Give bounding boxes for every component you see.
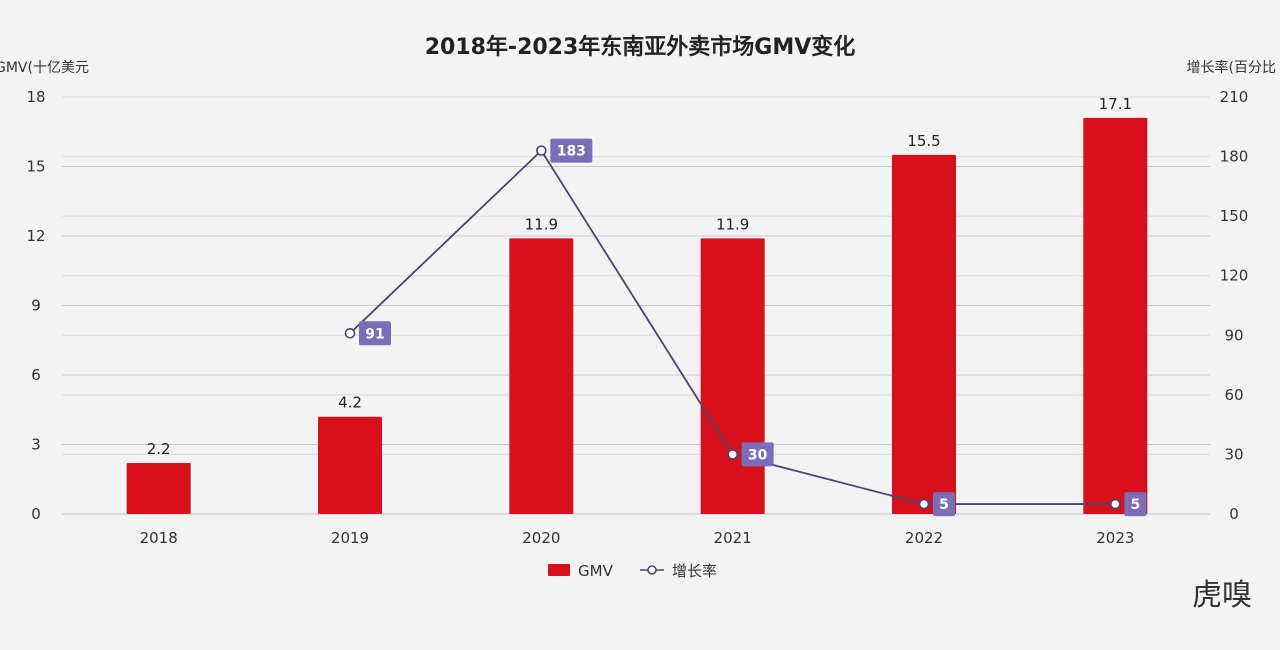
left-tick-label: 18 xyxy=(26,88,45,106)
x-tick-label: 2022 xyxy=(905,529,943,547)
right-tick-label: 0 xyxy=(1229,505,1239,523)
x-tick-label: 2023 xyxy=(1096,529,1134,547)
left-tick-label: 15 xyxy=(26,158,45,176)
gmv-bar-value: 11.9 xyxy=(525,215,558,233)
watermark-logo: 虎嗅 xyxy=(1192,578,1252,613)
x-axis-ticks: 2018 2019 2020 2021 2022 2023 xyxy=(140,529,1135,547)
gmv-bar xyxy=(126,463,191,514)
x-tick-label: 2021 xyxy=(714,529,752,547)
growth-rate-label-box xyxy=(933,492,955,517)
left-tick-label: 9 xyxy=(31,297,41,315)
chart-title: 2018年-2023年东南亚外卖市场GMV变化 xyxy=(425,34,856,60)
growth-rate-line: 91 183 30 5 5 xyxy=(344,138,1147,517)
growth-rate-value: 91 xyxy=(365,326,384,342)
left-axis-ticks: 0 3 6 9 12 15 18 xyxy=(26,88,45,523)
growth-rate-point xyxy=(1110,498,1121,510)
growth-rate-point xyxy=(536,145,547,156)
right-tick-label: 60 xyxy=(1224,386,1243,404)
left-tick-label: 6 xyxy=(31,366,41,384)
legend-gmv-label: GMV xyxy=(578,562,614,580)
growth-rate-label-box xyxy=(550,138,593,163)
growth-rate-label-box xyxy=(741,442,774,467)
gmv-bar-value: 17.1 xyxy=(1099,95,1132,113)
right-tick-label: 90 xyxy=(1224,326,1243,344)
growth-rate-label-box xyxy=(1124,492,1147,517)
left-tick-label: 3 xyxy=(31,436,41,454)
gmv-bar xyxy=(1083,117,1148,514)
growth-rate-value: 183 xyxy=(557,144,586,160)
x-tick-label: 2018 xyxy=(140,529,178,547)
gmv-bar xyxy=(318,416,382,514)
growth-rate-point xyxy=(344,327,356,339)
gmv-bar-value: 15.5 xyxy=(907,132,940,150)
x-tick-label: 2020 xyxy=(522,529,560,547)
right-tick-label: 30 xyxy=(1224,445,1243,463)
x-tick-label: 2019 xyxy=(331,529,369,547)
right-tick-label: 150 xyxy=(1220,207,1249,225)
growth-rate-value: 5 xyxy=(1130,497,1140,513)
right-tick-label: 120 xyxy=(1220,267,1249,285)
growth-rate-label-box xyxy=(359,321,391,346)
gmv-bar xyxy=(892,154,956,514)
left-tick-label: 12 xyxy=(26,227,45,245)
gmv-bar xyxy=(700,238,765,515)
left-tick-label: 0 xyxy=(31,505,41,523)
gmv-bar-value: 4.2 xyxy=(338,394,362,412)
right-axis-title: 增长率(百分比 xyxy=(1187,59,1276,76)
growth-rate-value: 30 xyxy=(748,447,768,463)
growth-rate-point xyxy=(727,449,738,460)
gmv-bar-value: 11.9 xyxy=(716,215,749,233)
gridlines xyxy=(62,96,1210,515)
legend: GMV 增长率 xyxy=(548,562,717,580)
growth-rate-point xyxy=(918,498,930,510)
gmv-bar xyxy=(509,238,574,515)
legend-gmv-swatch xyxy=(548,564,570,576)
legend-rate-marker xyxy=(647,565,657,575)
left-axis-title: GMV(十亿美元 xyxy=(0,60,89,76)
right-axis-ticks: 0 30 60 90 120 150 180 210 xyxy=(1220,88,1249,523)
right-tick-label: 210 xyxy=(1220,88,1249,106)
gmv-bar-labels: 2.2 4.2 11.9 11.9 15.5 17.1 xyxy=(147,95,1132,458)
right-tick-label: 180 xyxy=(1220,148,1249,166)
gmv-bar-value: 2.2 xyxy=(147,440,171,458)
growth-rate-value: 5 xyxy=(939,497,949,513)
legend-rate-label: 增长率 xyxy=(672,562,717,580)
